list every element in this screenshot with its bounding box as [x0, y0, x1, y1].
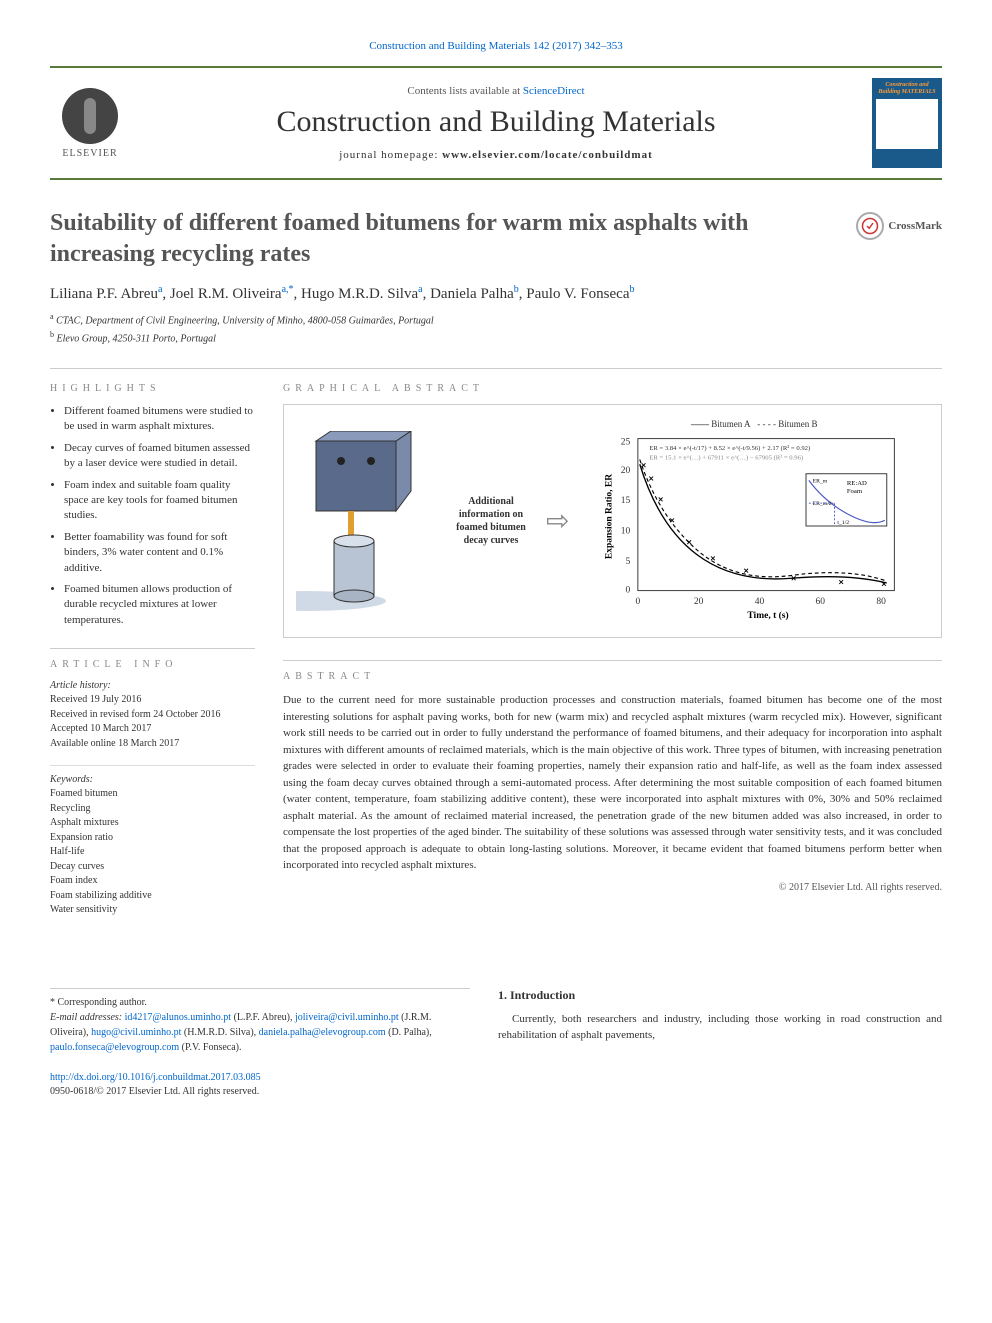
history-line: Accepted 10 March 2017	[50, 722, 255, 737]
svg-text:10: 10	[621, 527, 631, 537]
highlight-item: Foamed bitumen allows production of dura…	[64, 582, 255, 628]
ga-caption: Additional information on foamed bitumen…	[446, 495, 536, 547]
publisher-logo: ELSEVIER	[50, 88, 130, 159]
highlight-item: Different foamed bitumens were studied t…	[64, 404, 255, 435]
article-title: Suitability of different foamed bitumens…	[50, 208, 942, 270]
highlights-heading: HIGHLIGHTS	[50, 383, 255, 394]
highlight-item: Better foamability was found for soft bi…	[64, 530, 255, 576]
article-info-heading: ARTICLE INFO	[50, 659, 255, 670]
svg-text:5: 5	[626, 557, 631, 567]
doi-link[interactable]: http://dx.doi.org/10.1016/j.conbuildmat.…	[50, 1072, 261, 1083]
abstract-text: Due to the current need for more sustain…	[283, 692, 942, 874]
affiliation: a CTAC, Department of Civil Engineering,…	[50, 311, 942, 328]
author: Joel R.M. Oliveira	[170, 286, 282, 302]
keyword: Decay curves	[50, 860, 255, 875]
email-link[interactable]: paulo.fonseca@elevogroup.com	[50, 1042, 179, 1053]
publisher-name: ELSEVIER	[50, 148, 130, 159]
highlight-item: Foam index and suitable foam quality spa…	[64, 478, 255, 524]
svg-text:15: 15	[621, 496, 631, 506]
email-link[interactable]: hugo@civil.uminho.pt	[91, 1027, 181, 1038]
citation-line: Construction and Building Materials 142 …	[50, 40, 942, 52]
history-line: Received in revised form 24 October 2016	[50, 708, 255, 723]
keyword: Asphalt mixtures	[50, 816, 255, 831]
svg-text:20: 20	[621, 466, 631, 476]
author: Hugo M.R.D. Silva	[301, 286, 418, 302]
crossmark-badge[interactable]: CrossMark	[856, 212, 942, 240]
email-link[interactable]: joliveira@civil.uminho.pt	[295, 1012, 399, 1023]
citation-link[interactable]: Construction and Building Materials 142 …	[369, 40, 623, 52]
keyword: Foam stabilizing additive	[50, 889, 255, 904]
svg-text:ER_m/2: ER_m/2	[813, 501, 832, 507]
keyword: Foam index	[50, 874, 255, 889]
svg-text:25: 25	[621, 437, 631, 447]
sciencedirect-link[interactable]: ScienceDirect	[523, 85, 585, 97]
keywords-head: Keywords:	[50, 765, 255, 785]
svg-text:t_1/2: t_1/2	[838, 520, 850, 526]
authors-line: Liliana P.F. Abreua, Joel R.M. Oliveiraa…	[50, 284, 942, 303]
history-line: Available online 18 March 2017	[50, 737, 255, 752]
masthead: ELSEVIER Contents lists available at Sci…	[50, 66, 942, 180]
footnotes: * Corresponding author. E-mail addresses…	[50, 988, 470, 1055]
article-info-section: ARTICLE INFO Article history: Received 1…	[50, 648, 255, 918]
email-link[interactable]: id4217@alunos.uminho.pt	[125, 1012, 231, 1023]
author: Liliana P.F. Abreu	[50, 286, 158, 302]
arrow-right-icon: ⇨	[546, 504, 569, 538]
keyword: Foamed bitumen	[50, 787, 255, 802]
journal-cover-thumbnail: Construction and Building MATERIALS	[872, 78, 942, 168]
graphical-abstract-heading: GRAPHICAL ABSTRACT	[283, 383, 942, 394]
svg-text:60: 60	[816, 597, 826, 607]
keyword: Recycling	[50, 802, 255, 817]
journal-name: Construction and Building Materials	[130, 105, 862, 139]
abstract-heading: ABSTRACT	[283, 671, 942, 682]
introduction-text: Currently, both researchers and industry…	[498, 1011, 942, 1044]
author: Daniela Palha	[430, 286, 514, 302]
doi-block: http://dx.doi.org/10.1016/j.conbuildmat.…	[50, 1071, 942, 1099]
elsevier-tree-icon	[62, 88, 118, 144]
affiliations: a CTAC, Department of Civil Engineering,…	[50, 311, 942, 346]
abstract-copyright: © 2017 Elsevier Ltd. All rights reserved…	[283, 882, 942, 893]
decay-curve-chart: —— Bitumen A - - - - Bitumen B 0 5 10 15…	[579, 419, 929, 623]
graphical-abstract: Additional information on foamed bitumen…	[283, 404, 942, 638]
affiliation: b Elevo Group, 4250-311 Porto, Portugal	[50, 329, 942, 346]
svg-text:80: 80	[877, 597, 887, 607]
history-line: Received 19 July 2016	[50, 693, 255, 708]
svg-text:ER = 3.84 × e^(-t/17) + 8.52 ×: ER = 3.84 × e^(-t/17) + 8.52 × e^(-t/9.5…	[650, 445, 811, 452]
svg-text:0: 0	[626, 586, 631, 596]
introduction-heading: 1. Introduction	[498, 988, 942, 1003]
crossmark-icon	[856, 212, 884, 240]
highlight-item: Decay curves of foamed bitumen assessed …	[64, 441, 255, 472]
keyword: Expansion ratio	[50, 831, 255, 846]
author: Paulo V. Fonseca	[526, 286, 629, 302]
svg-text:0: 0	[636, 597, 641, 607]
svg-text:RE:AD: RE:AD	[847, 480, 867, 487]
sciencedirect-line: Contents lists available at ScienceDirec…	[130, 85, 862, 97]
keyword: Half-life	[50, 845, 255, 860]
history-head: Article history:	[50, 680, 255, 691]
highlights-section: HIGHLIGHTS Different foamed bitumens wer…	[50, 383, 255, 628]
divider	[50, 368, 942, 369]
svg-text:ER = 15.1 × e^(…) + 67911 × e^: ER = 15.1 × e^(…) + 67911 × e^(…) − 6790…	[650, 455, 804, 462]
foam-device-illustration	[296, 431, 436, 611]
svg-text:40: 40	[755, 597, 765, 607]
keyword: Water sensitivity	[50, 903, 255, 918]
abstract-section: ABSTRACT Due to the current need for mor…	[283, 660, 942, 893]
email-link[interactable]: daniela.palha@elevogroup.com	[259, 1027, 386, 1038]
svg-text:20: 20	[694, 597, 704, 607]
issn-line: 0950-0618/© 2017 Elsevier Ltd. All right…	[50, 1086, 259, 1097]
highlights-list: Different foamed bitumens were studied t…	[50, 404, 255, 628]
svg-text:Time, t (s): Time, t (s)	[748, 610, 789, 621]
svg-text:ER_m: ER_m	[813, 478, 828, 484]
journal-homepage: journal homepage: www.elsevier.com/locat…	[130, 149, 862, 161]
svg-text:Expansion Ratio, ER: Expansion Ratio, ER	[605, 474, 615, 559]
svg-text:Foam: Foam	[847, 488, 863, 495]
